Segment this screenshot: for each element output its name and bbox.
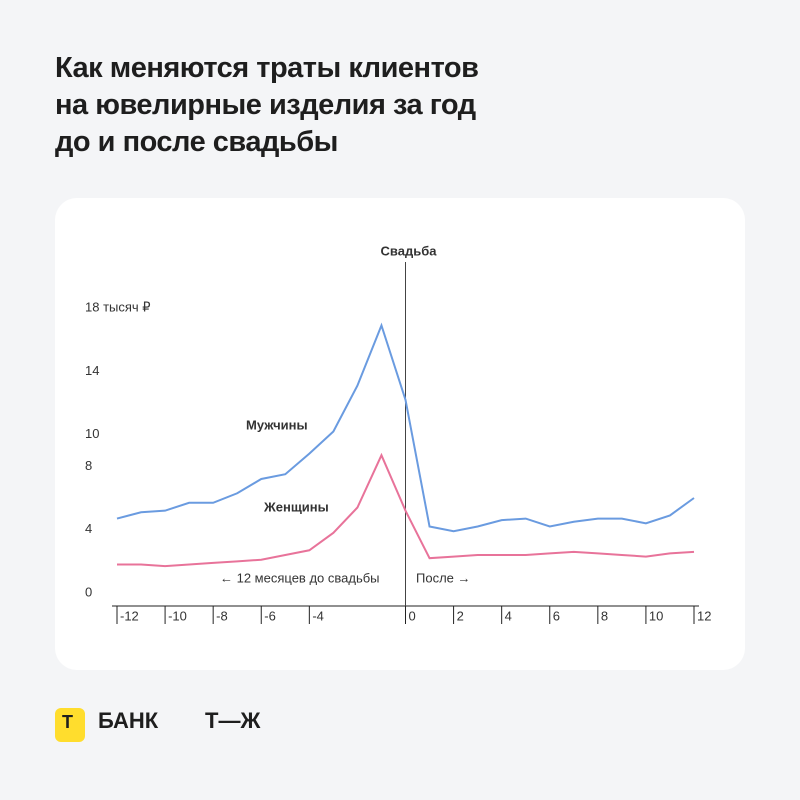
x-tick-label: -6	[264, 608, 276, 623]
bank-logo-shield	[55, 708, 85, 742]
bank-logo-letter: Т	[62, 712, 73, 732]
series-label: Женщины	[263, 499, 329, 514]
x-tick-label: 0	[409, 608, 416, 623]
x-tick-label: -4	[312, 608, 324, 623]
x-tick-label: 8	[601, 608, 608, 623]
y-tick-label: 14	[85, 363, 99, 378]
x-tick-label: 4	[505, 608, 512, 623]
title-line: Как меняются траты клиентов	[55, 52, 479, 84]
title-line: на ювелирные изделия за год	[55, 89, 476, 121]
wedding-label: Свадьба	[381, 243, 438, 258]
x-tick-label: 10	[649, 608, 663, 623]
title-line: до и после свадьбы	[55, 126, 338, 158]
y-tick-label: 4	[85, 521, 92, 536]
series-label: Мужчины	[246, 417, 308, 432]
x-tick-label: 6	[553, 608, 560, 623]
y-tick-label: 8	[85, 458, 92, 473]
x-tick-label: 12	[697, 608, 711, 623]
bank-logo-text: БАНК	[98, 708, 159, 733]
x-tick-label: -10	[168, 608, 187, 623]
x-tick-label: -12	[120, 608, 139, 623]
title: Как меняются траты клиентов на ювелирные…	[55, 50, 755, 161]
y-tick-label: 0	[85, 584, 92, 599]
series-line	[117, 452, 695, 568]
card	[55, 198, 745, 670]
tj-logo: Т—Ж	[205, 708, 261, 733]
series-line	[116, 322, 695, 533]
after-label: После →	[416, 570, 471, 585]
y-tick-label: 10	[85, 426, 99, 441]
x-tick-label: -8	[216, 608, 228, 623]
before-label: ← 12 месяцев до свадьбы	[220, 570, 380, 585]
y-tick-label: 18 тысяч ₽	[85, 299, 151, 314]
x-tick-label: 2	[457, 608, 464, 623]
